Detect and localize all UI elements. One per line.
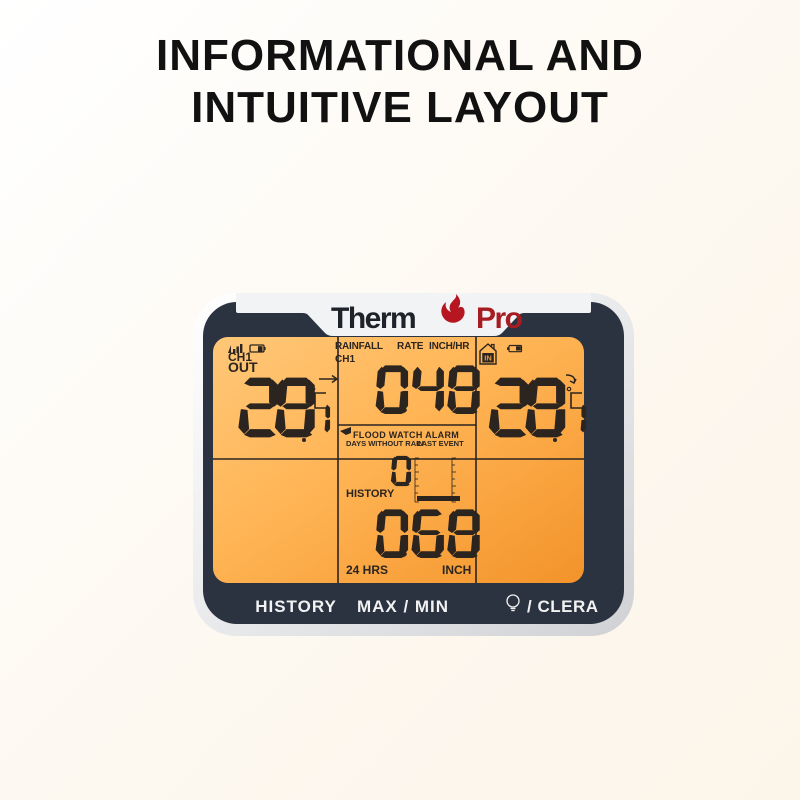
svg-text:Therm: Therm xyxy=(331,302,415,335)
svg-text:LAST EVENT: LAST EVENT xyxy=(417,439,464,448)
svg-text:OUT: OUT xyxy=(228,359,258,375)
svg-text:HISTORY: HISTORY xyxy=(346,488,395,500)
svg-text:RAINFALL: RAINFALL xyxy=(335,341,383,352)
svg-text:MAX / MIN: MAX / MIN xyxy=(357,597,449,616)
svg-text:Pro: Pro xyxy=(476,302,523,335)
svg-text:HISTORY: HISTORY xyxy=(255,597,337,616)
svg-text:CH1: CH1 xyxy=(335,354,355,365)
svg-text:IN: IN xyxy=(484,353,492,362)
svg-text:INCH: INCH xyxy=(442,563,471,577)
svg-text:INCH/HR: INCH/HR xyxy=(429,341,470,352)
svg-text:24 HRS: 24 HRS xyxy=(346,563,388,577)
svg-text:RATE: RATE xyxy=(397,341,424,352)
svg-text:DAYS WITHOUT RAIN: DAYS WITHOUT RAIN xyxy=(346,439,424,448)
svg-text:/ CLERA: / CLERA xyxy=(527,597,599,616)
